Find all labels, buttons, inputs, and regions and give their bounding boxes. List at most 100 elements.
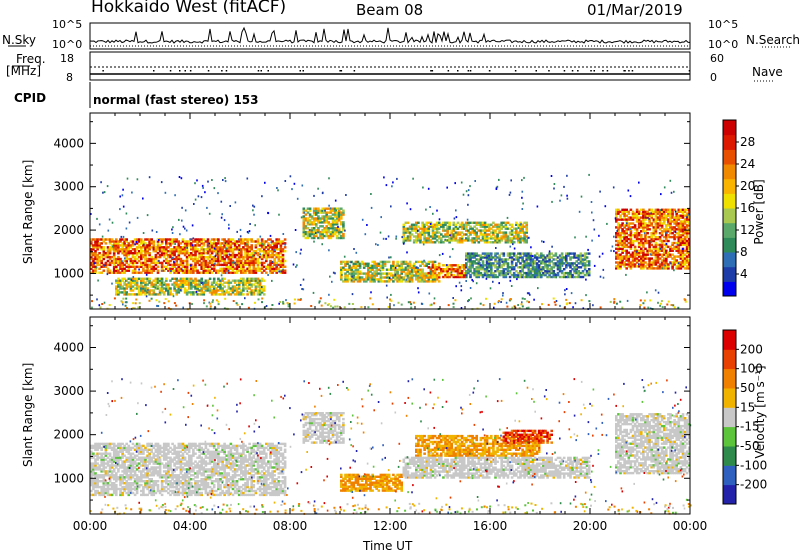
- echo-cell: [198, 238, 201, 241]
- scatter-cell: [143, 243, 145, 246]
- echo-cell: [267, 267, 270, 270]
- echo-cell: [481, 262, 485, 265]
- echo-cell: [485, 252, 489, 255]
- echo-cell: [158, 293, 162, 296]
- scatter-cell: [184, 209, 187, 212]
- echo-cell: [117, 257, 120, 261]
- echo-cell: [448, 264, 451, 267]
- echo-cell: [192, 267, 195, 270]
- echo-cell: [181, 250, 185, 253]
- echo-cell: [427, 221, 431, 224]
- echo-cell: [446, 270, 449, 273]
- echo-cell: [246, 269, 249, 272]
- echo-cell: [204, 252, 208, 255]
- echo-cell: [521, 229, 524, 232]
- echo-cell: [473, 239, 476, 242]
- echo-cell: [644, 226, 647, 229]
- echo-cell: [202, 259, 206, 263]
- echo-cell: [460, 223, 464, 226]
- colorbar-tick-label: 24: [740, 157, 755, 171]
- echo-cell: [500, 258, 503, 261]
- echo-cell: [658, 228, 662, 231]
- echo-cell: [452, 270, 456, 273]
- echo-cell: [185, 283, 189, 286]
- echo-cell: [250, 248, 253, 251]
- echo-cell: [279, 244, 283, 247]
- echo-cell: [212, 269, 216, 272]
- echo-cell: [229, 240, 233, 243]
- echo-cell: [527, 268, 531, 271]
- scatter-cell: [383, 176, 385, 179]
- near-range-cell: [387, 305, 390, 308]
- scatter-cell: [224, 242, 227, 245]
- echo-cell: [621, 259, 624, 262]
- echo-cell: [667, 212, 670, 215]
- echo-cell: [331, 227, 335, 230]
- echo-cell: [125, 248, 128, 251]
- echo-cell: [162, 252, 166, 255]
- echo-cell: [150, 265, 153, 268]
- echo-cell: [473, 221, 476, 224]
- echo-cell: [669, 245, 672, 249]
- echo-cell: [90, 267, 93, 270]
- nave-dot: [623, 70, 625, 72]
- echo-cell: [194, 277, 197, 280]
- echo-cell: [121, 263, 124, 267]
- echo-cell: [408, 233, 412, 236]
- echo-cell: [146, 269, 149, 272]
- echo-cell: [465, 239, 468, 242]
- echo-cell: [256, 291, 260, 294]
- echo-cell: [550, 268, 553, 271]
- echo-cell: [642, 237, 645, 241]
- echo-cell: [225, 240, 228, 243]
- scatter-cell: [119, 195, 121, 198]
- echo-cell: [162, 259, 166, 263]
- echo-cell: [340, 230, 343, 234]
- echo-cell: [175, 283, 178, 286]
- echo-cell: [415, 225, 418, 228]
- echo-cell: [627, 257, 631, 260]
- echo-cell: [246, 263, 249, 267]
- echo-cell: [369, 274, 372, 277]
- echo-cell: [492, 241, 495, 244]
- echo-cell: [687, 210, 691, 213]
- echo-cell: [244, 281, 247, 284]
- scatter-cell: [341, 273, 343, 276]
- echo-cell: [617, 241, 620, 245]
- echo-cell: [412, 266, 416, 269]
- scatter-cell: [228, 223, 230, 226]
- echo-cell: [444, 264, 447, 267]
- scatter-cell: [317, 187, 319, 190]
- echo-cell: [344, 262, 347, 265]
- scatter-cell: [406, 251, 408, 254]
- echo-cell: [135, 242, 139, 245]
- echo-cell: [402, 231, 406, 234]
- echo-cell: [346, 268, 349, 271]
- echo-cell: [658, 243, 662, 247]
- echo-cell: [523, 254, 526, 257]
- echo-cell: [498, 260, 501, 263]
- scatter-cell: [224, 180, 227, 183]
- echo-cell: [154, 255, 158, 259]
- echo-cell: [481, 221, 485, 224]
- echo-cell: [210, 244, 214, 247]
- echo-cell: [362, 264, 366, 267]
- echo-cell: [677, 218, 681, 221]
- echo-cell: [644, 247, 647, 250]
- echo-cell: [525, 252, 528, 255]
- echo-cell: [319, 211, 322, 214]
- echo-cell: [679, 263, 683, 266]
- scatter-cell: [638, 263, 640, 266]
- echo-cell: [656, 210, 660, 213]
- echo-cell: [502, 262, 506, 265]
- echo-cell: [681, 234, 685, 237]
- echo-cell: [665, 261, 668, 264]
- echo-cell: [625, 257, 628, 260]
- echo-cell: [579, 258, 583, 261]
- echo-cell: [131, 259, 135, 263]
- near-range-cell: [108, 304, 111, 306]
- echo-cell: [398, 264, 401, 267]
- echo-cell: [90, 466, 93, 469]
- echo-cell: [429, 260, 433, 264]
- echo-cell: [177, 269, 181, 272]
